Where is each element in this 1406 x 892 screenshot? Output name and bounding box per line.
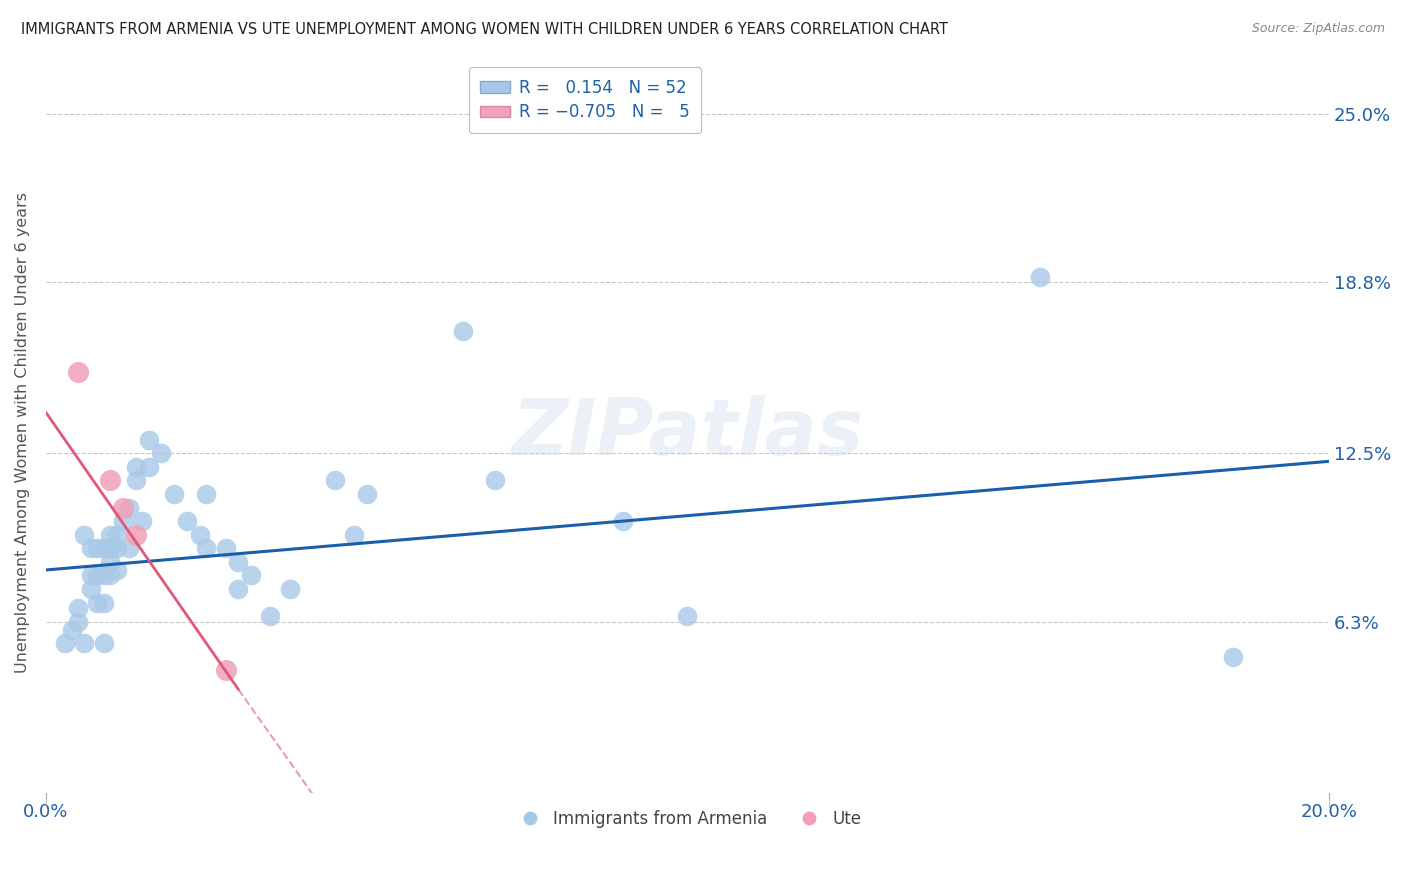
Point [214, 541, 236, 556]
Point [214, 664, 236, 678]
Point [118, 541, 141, 556]
Point [150, 446, 173, 460]
Point [105, 541, 128, 556]
Point [125, 474, 148, 488]
Point [80, 568, 103, 582]
Point [98, 555, 121, 569]
Point [98, 474, 121, 488]
Point [60, 623, 83, 637]
Point [343, 527, 366, 541]
Point [612, 514, 634, 528]
Point [53, 636, 76, 650]
Point [188, 527, 211, 541]
Point [1029, 269, 1052, 284]
Point [240, 568, 263, 582]
Point [228, 582, 250, 596]
Point [86, 596, 108, 610]
Point [356, 487, 378, 501]
Point [80, 541, 103, 556]
Point [73, 527, 96, 541]
Point [73, 636, 96, 650]
Point [195, 541, 218, 556]
Point [93, 636, 115, 650]
Point [278, 582, 301, 596]
Point [105, 563, 128, 577]
Point [80, 582, 103, 596]
Point [67, 365, 90, 379]
Point [98, 527, 121, 541]
Point [86, 568, 108, 582]
Point [67, 601, 90, 615]
Point [111, 500, 134, 515]
Point [323, 474, 346, 488]
Point [86, 541, 108, 556]
Text: Source: ZipAtlas.com: Source: ZipAtlas.com [1251, 22, 1385, 36]
Point [228, 555, 250, 569]
Point [138, 433, 160, 447]
Point [93, 541, 115, 556]
Point [93, 568, 115, 582]
Point [67, 615, 90, 629]
Point [484, 474, 506, 488]
Y-axis label: Unemployment Among Women with Children Under 6 years: Unemployment Among Women with Children U… [15, 193, 30, 673]
Point [1222, 649, 1244, 664]
Point [125, 459, 148, 474]
Point [195, 487, 218, 501]
Point [125, 527, 148, 541]
Text: ZIPatlas: ZIPatlas [512, 395, 863, 471]
Point [176, 514, 198, 528]
Point [138, 459, 160, 474]
Legend: Immigrants from Armenia, Ute: Immigrants from Armenia, Ute [506, 804, 869, 835]
Point [131, 514, 153, 528]
Text: IMMIGRANTS FROM ARMENIA VS UTE UNEMPLOYMENT AMONG WOMEN WITH CHILDREN UNDER 6 YE: IMMIGRANTS FROM ARMENIA VS UTE UNEMPLOYM… [21, 22, 948, 37]
Point [163, 487, 186, 501]
Point [259, 609, 281, 624]
Point [105, 527, 128, 541]
Point [98, 568, 121, 582]
Point [93, 596, 115, 610]
Point [118, 500, 141, 515]
Point [676, 609, 699, 624]
Point [451, 324, 474, 338]
Point [98, 541, 121, 556]
Point [111, 514, 134, 528]
